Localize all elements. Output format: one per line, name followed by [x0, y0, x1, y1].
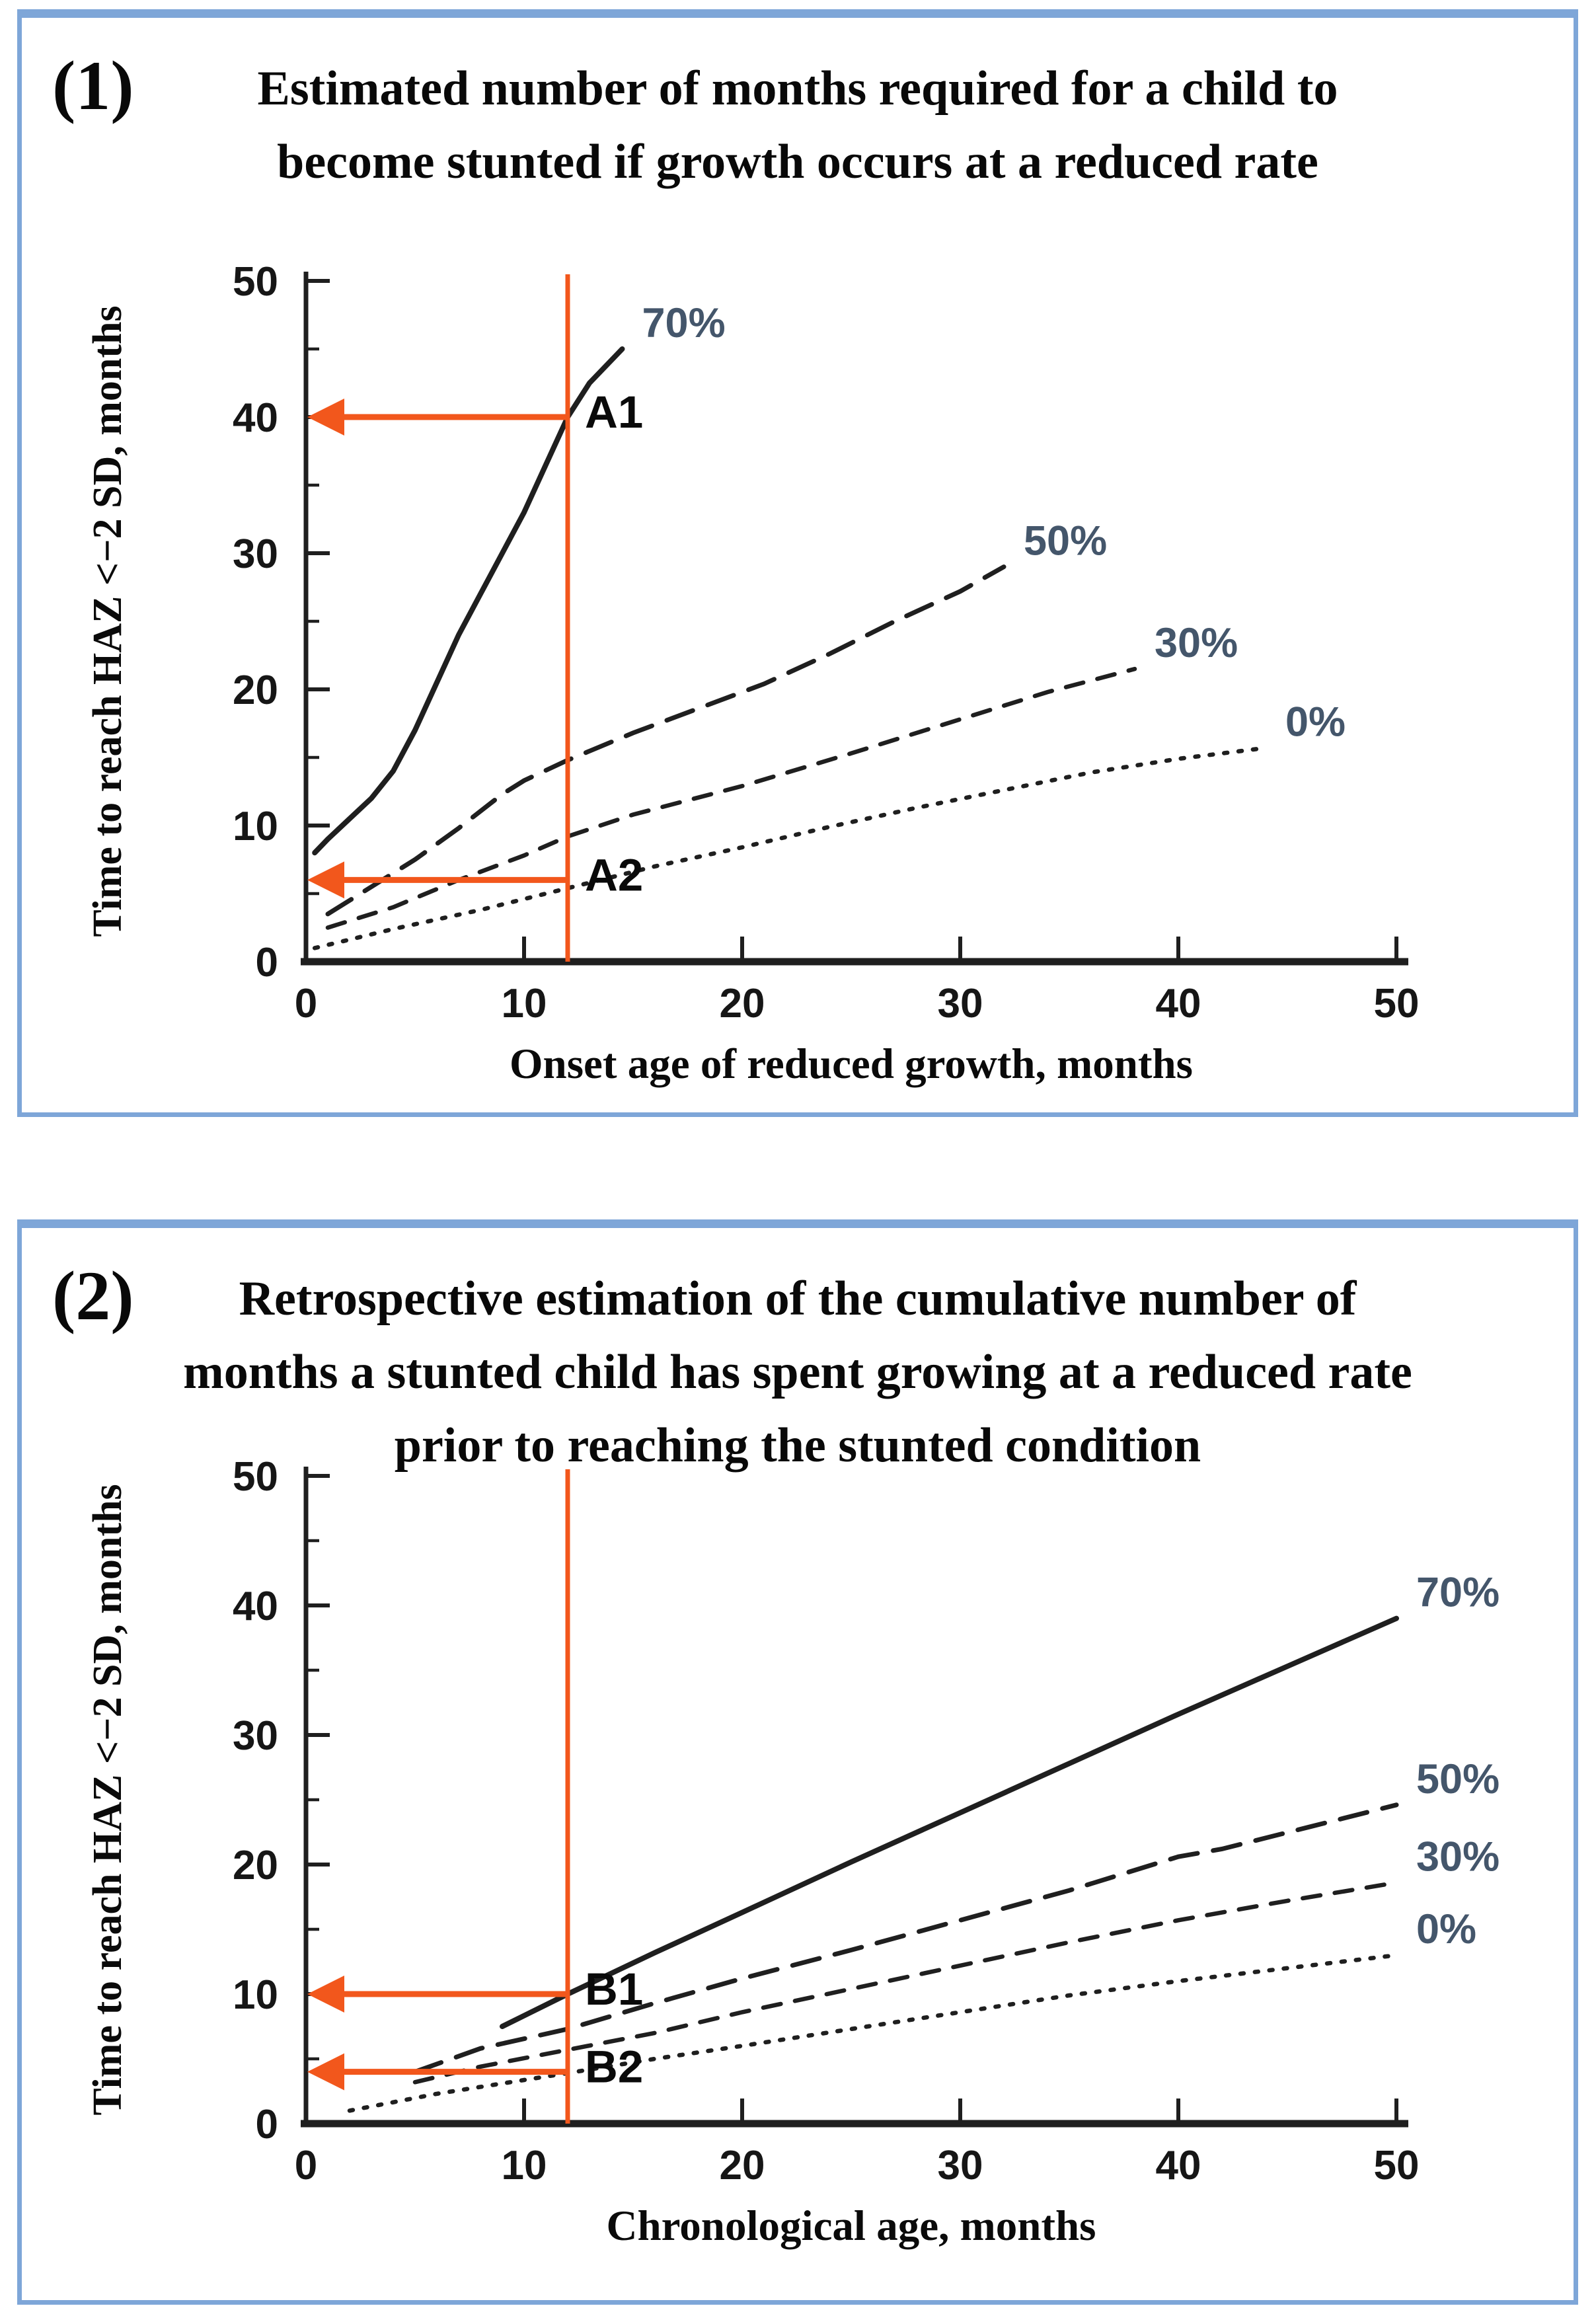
- series-label-30%: 30%: [1155, 620, 1238, 666]
- series-label-70%: 70%: [642, 300, 726, 346]
- series-label-0%: 0%: [1285, 699, 1346, 746]
- arrowhead-B1: [307, 1976, 344, 2013]
- point-label-A2: A2: [585, 849, 643, 900]
- y-tick-label: 20: [233, 668, 278, 713]
- series-line-30%: [325, 666, 1137, 930]
- series-label-70%: 70%: [1416, 1570, 1500, 1616]
- x-tick-label: 20: [720, 2143, 765, 2188]
- x-axis-title: Chronological age, months: [607, 2202, 1096, 2250]
- x-tick-label: 30: [938, 2143, 983, 2188]
- panel-2-title: Retrospective estimation of the cumulati…: [22, 1262, 1574, 1482]
- arrowhead-A1: [307, 399, 344, 436]
- arrowhead-B2: [307, 2053, 344, 2091]
- panel-1: (1) Estimated number of months required …: [17, 9, 1578, 1117]
- chart-onset-age: 0 10 20 30 40 50 0 10 20 30 40 50 70% 50% 30% 0% A1 A2 Ons…: [85, 259, 1420, 1088]
- series-line-70%: [500, 1615, 1399, 2029]
- series-line-50%: [325, 564, 1007, 917]
- panel-1-number: (1): [52, 47, 134, 124]
- point-label-B1: B1: [585, 1964, 643, 2015]
- series-line-0%: [347, 1952, 1399, 2113]
- y-tick-label: 20: [233, 1843, 278, 1888]
- series-line-30%: [412, 1880, 1399, 2085]
- y-axis-title: Time to reach HAZ <−2 SD, months: [85, 1484, 130, 2115]
- panel-2: (2) Retrospective estimation of the cumu…: [17, 1219, 1578, 2305]
- series-line-0%: [312, 746, 1268, 950]
- panel-2-number: (2): [52, 1257, 134, 1334]
- y-tick-label: 0: [256, 2102, 278, 2147]
- panel-2-title-line-1: Retrospective estimation of the cumulati…: [239, 1272, 1357, 1326]
- series-label-30%: 30%: [1416, 1833, 1500, 1880]
- x-tick-label: 40: [1156, 2143, 1201, 2188]
- y-tick-label: 10: [233, 804, 278, 849]
- series-label-50%: 50%: [1024, 518, 1107, 564]
- x-tick-label: 40: [1156, 981, 1201, 1026]
- series-line-70%: [312, 346, 625, 856]
- x-tick-label: 10: [502, 981, 547, 1026]
- series-label-0%: 0%: [1416, 1906, 1476, 1952]
- point-label-B2: B2: [585, 2042, 643, 2093]
- y-tick-label: 30: [233, 1713, 278, 1759]
- x-tick-label: 50: [1374, 2143, 1420, 2188]
- panel-1-title: Estimated number of months required for …: [22, 52, 1574, 199]
- point-label-A1: A1: [585, 387, 643, 438]
- x-tick-label: 10: [502, 2143, 547, 2188]
- panel-2-title-line-2: months a stunted child has spent growing…: [183, 1345, 1412, 1399]
- x-axis-title: Onset age of reduced growth, months: [510, 1040, 1193, 1088]
- panel-2-title-line-3: prior to reaching the stunted condition: [394, 1418, 1201, 1473]
- y-tick-label: 0: [256, 940, 278, 985]
- series-line-50%: [412, 1802, 1399, 2075]
- chart-chronological-age: 0 10 20 30 40 50 0 10 20 30 40 50 70% 50% 30% 0% B1 B2 Chr…: [85, 1454, 1500, 2250]
- x-tick-label: 0: [295, 2143, 317, 2188]
- y-tick-label: 40: [233, 395, 278, 441]
- y-axis-title: Time to reach HAZ <−2 SD, months: [85, 305, 130, 937]
- series-label-50%: 50%: [1416, 1756, 1500, 1802]
- y-tick-label: 50: [233, 259, 278, 305]
- x-tick-label: 0: [295, 981, 317, 1026]
- panel-1-title-line-2: become stunted if growth occurs at a red…: [277, 135, 1318, 189]
- arrowhead-A2: [307, 861, 344, 899]
- y-tick-label: 10: [233, 1972, 278, 2018]
- y-tick-label: 30: [233, 531, 278, 577]
- x-tick-label: 30: [938, 981, 983, 1026]
- panel-1-title-line-1: Estimated number of months required for …: [257, 61, 1338, 116]
- x-tick-label: 20: [720, 981, 765, 1026]
- x-tick-label: 50: [1374, 981, 1420, 1026]
- y-tick-label: 50: [233, 1454, 278, 1500]
- y-tick-label: 40: [233, 1584, 278, 1629]
